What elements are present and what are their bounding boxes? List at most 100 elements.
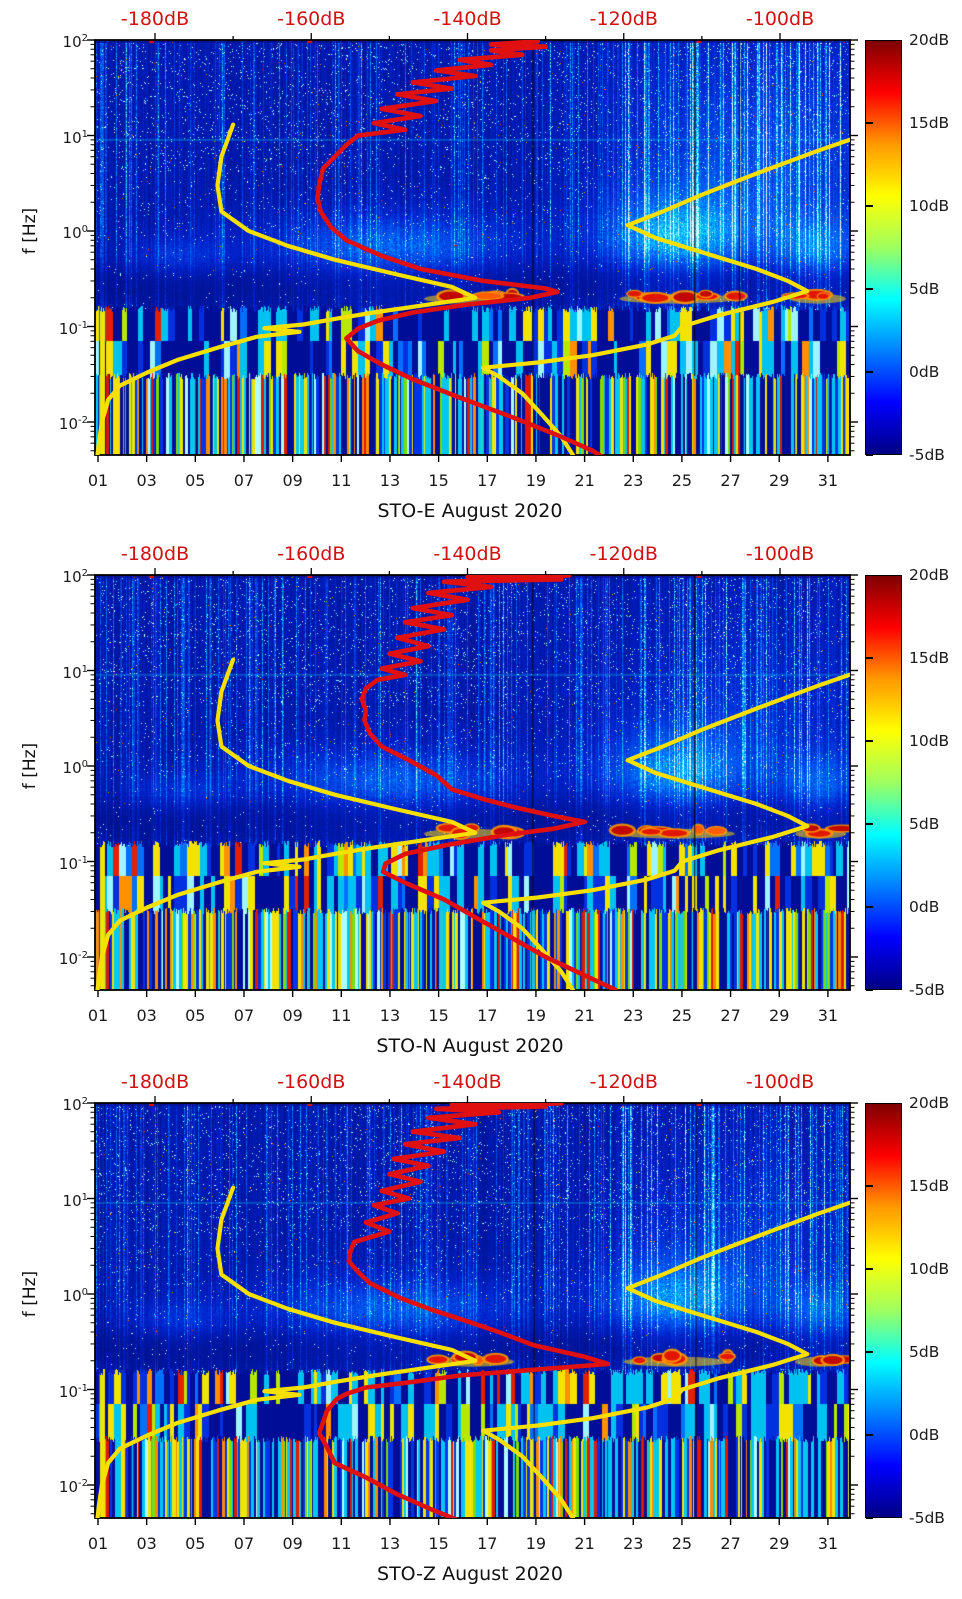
x-tick-label: 19 (525, 1534, 547, 1553)
top-db-label: -180dB (120, 1071, 190, 1093)
x-tick-label: 25 (671, 1006, 693, 1025)
top-db-label: -100dB (745, 543, 815, 565)
y-tick-label: 102 (62, 33, 88, 51)
y-tick-label: 10-2 (58, 415, 88, 433)
x-tick-label: 21 (574, 1534, 595, 1553)
colorbar-tick-label: 0dB (909, 898, 940, 916)
colorbar-tick (866, 823, 873, 825)
x-tick-label: 15 (428, 1534, 449, 1553)
y-tick-label: 10-1 (58, 854, 88, 873)
x-tick-label: 11 (331, 1534, 352, 1553)
colorbar-tick-label: 5dB (909, 280, 940, 298)
y-axis-label: f [Hz] (20, 742, 40, 790)
x-tick-label: 05 (185, 471, 206, 490)
x-tick-label: 27 (720, 1006, 741, 1025)
x-tick-label: 07 (233, 471, 255, 490)
top-db-label: -120dB (589, 543, 658, 565)
top-db-label: -120dB (589, 1071, 658, 1093)
colorbar-tick (866, 205, 873, 207)
colorbar-tick-label: 0dB (909, 1426, 940, 1444)
x-tick-label: 27 (720, 471, 741, 490)
y-tick-label: 10-2 (58, 950, 88, 968)
x-tick-label: 17 (477, 1006, 498, 1025)
colorbar (865, 575, 902, 990)
x-tick-label: 09 (282, 1534, 303, 1553)
top-db-label: -180dB (120, 8, 190, 30)
x-tick-label: 17 (477, 471, 498, 490)
colorbar-tick-label: -5dB (909, 1509, 945, 1527)
top-db-label: -160dB (277, 8, 346, 30)
x-tick-label: 13 (379, 1534, 401, 1553)
x-tick-label: 05 (185, 1006, 206, 1025)
spectrogram-canvas-STO-E (95, 40, 850, 455)
x-tick-label: 23 (623, 1534, 644, 1553)
x-tick-label: 09 (282, 1006, 303, 1025)
colorbar-tick (866, 288, 873, 290)
colorbar-tick-label: -5dB (909, 446, 945, 464)
colorbar-tick (866, 906, 873, 908)
y-tick-label: 101 (62, 128, 88, 147)
top-db-label: -120dB (589, 8, 658, 30)
x-tick-label: 31 (817, 1006, 839, 1025)
colorbar (865, 1103, 902, 1518)
x-tick-label: 29 (769, 1534, 790, 1553)
colorbar-tick (866, 371, 873, 373)
colorbar-tick (866, 1351, 873, 1353)
x-tick-label: 01 (87, 471, 109, 490)
x-tick-label: 09 (282, 471, 303, 490)
y-axis-label: f [Hz] (20, 207, 40, 255)
colorbar-tick (866, 1268, 873, 1270)
y-tick-label: 100 (62, 1287, 88, 1305)
top-db-label: -140dB (433, 543, 502, 565)
x-tick-label: 25 (671, 471, 693, 490)
colorbar-tick (866, 989, 873, 991)
y-tick-label: 10-1 (58, 319, 88, 338)
colorbar-tick-label: 5dB (909, 1343, 940, 1361)
colorbar-tick (866, 657, 873, 659)
y-tick-label: 100 (62, 759, 88, 777)
x-tick-label: 07 (233, 1006, 255, 1025)
x-tick-label: 27 (720, 1534, 741, 1553)
x-tick-label: 01 (87, 1006, 109, 1025)
x-tick-label: 19 (525, 471, 547, 490)
colorbar-tick-label: 10dB (909, 197, 950, 215)
colorbar-tick-label: 20dB (909, 1094, 950, 1112)
x-tick-label: 23 (623, 1006, 644, 1025)
spectrogram-canvas-STO-Z (95, 1103, 850, 1518)
colorbar-tick-label: -5dB (909, 981, 945, 999)
colorbar-tick (866, 740, 873, 742)
x-tick-label: 11 (331, 471, 352, 490)
colorbar-tick (866, 122, 873, 124)
x-tick-label: 01 (87, 1534, 109, 1553)
x-tick-label: 17 (477, 1534, 498, 1553)
y-tick-label: 10-2 (58, 1478, 88, 1496)
x-tick-label: 07 (233, 1534, 255, 1553)
colorbar-tick (866, 1517, 873, 1519)
top-db-label: -140dB (433, 8, 502, 30)
panel-title: STO-E August 2020 (377, 500, 563, 522)
panel-title: STO-Z August 2020 (377, 1563, 563, 1585)
x-tick-label: 03 (136, 1534, 157, 1553)
x-tick-label: 29 (769, 1006, 790, 1025)
colorbar-tick-label: 0dB (909, 363, 940, 381)
top-db-label: -160dB (277, 543, 346, 565)
x-tick-label: 25 (671, 1534, 693, 1553)
colorbar-tick-label: 15dB (909, 114, 950, 132)
x-tick-label: 31 (817, 471, 839, 490)
x-tick-label: 13 (379, 471, 401, 490)
y-axis-label: f [Hz] (20, 1270, 40, 1318)
y-tick-label: 101 (62, 1191, 88, 1210)
x-tick-label: 05 (185, 1534, 206, 1553)
top-db-label: -180dB (120, 543, 190, 565)
y-tick-label: 102 (62, 1096, 88, 1114)
top-db-label: -160dB (277, 1071, 346, 1093)
x-tick-label: 15 (428, 1006, 449, 1025)
top-db-label: -100dB (745, 8, 815, 30)
x-tick-label: 15 (428, 471, 449, 490)
y-tick-label: 10-1 (58, 1382, 88, 1401)
colorbar-tick (866, 454, 873, 456)
panel-title: STO-N August 2020 (376, 1035, 564, 1057)
spectrogram-canvas-STO-N (95, 575, 850, 990)
x-tick-label: 23 (623, 471, 644, 490)
